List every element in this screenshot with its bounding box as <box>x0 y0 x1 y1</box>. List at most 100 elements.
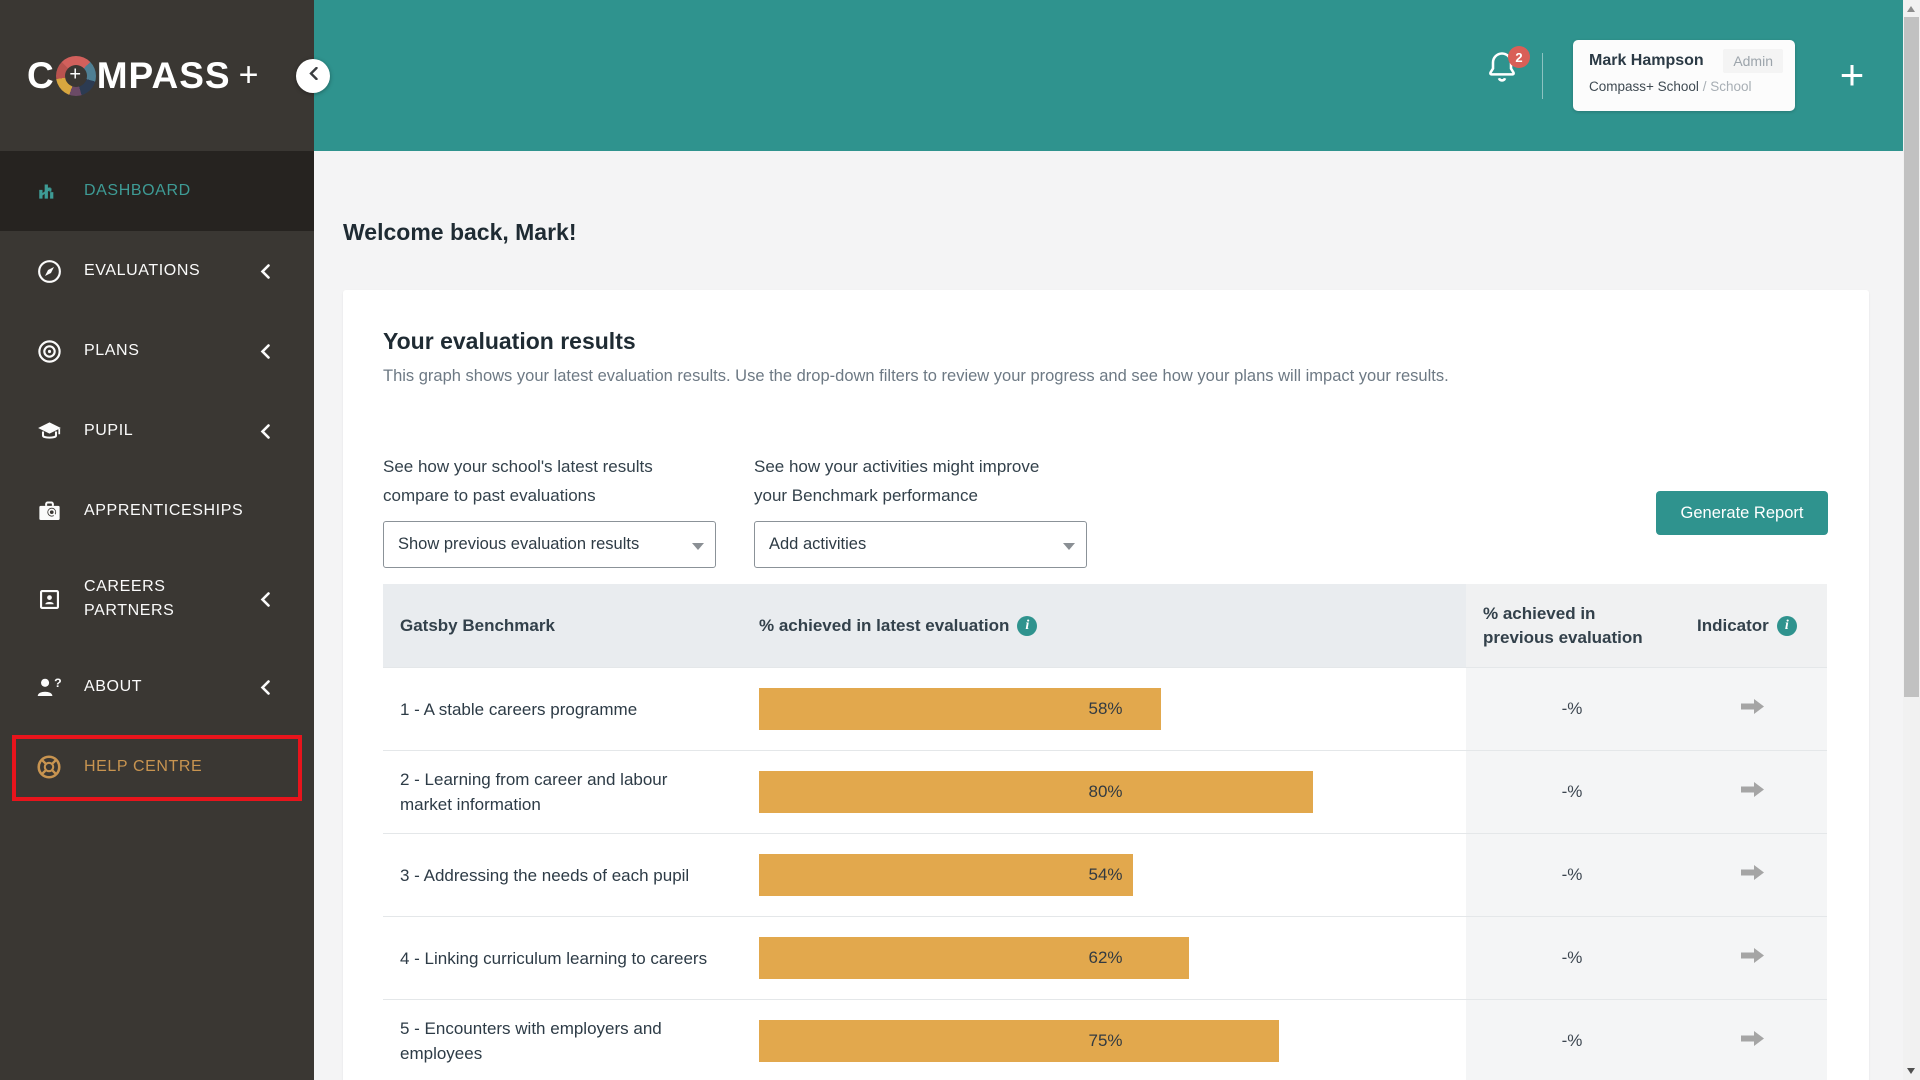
table-header-row: Gatsby Benchmark % achieved in latest ev… <box>383 584 1827 667</box>
add-activities-dropdown[interactable]: Add activities <box>754 521 1087 568</box>
chevron-left-icon <box>260 263 270 279</box>
previous-results-dropdown[interactable]: Show previous evaluation results <box>383 521 716 568</box>
graduation-cap-icon <box>34 418 64 444</box>
scrollbar-thumb[interactable] <box>1904 17 1919 697</box>
sidebar-item-label: PUPIL <box>84 422 134 439</box>
page-title: Welcome back, Mark! <box>343 219 577 245</box>
topbar-divider <box>1542 53 1543 99</box>
benchmark-bar <box>759 771 1314 813</box>
add-button[interactable]: + <box>1822 40 1882 110</box>
lifebuoy-icon <box>34 753 64 781</box>
previous-percentage: -% <box>1466 1000 1678 1080</box>
benchmark-table: Gatsby Benchmark % achieved in latest ev… <box>383 584 1827 1080</box>
sidebar-item-dashboard[interactable]: DASHBOARD <box>0 151 314 231</box>
header-gatsby-benchmark: Gatsby Benchmark <box>383 584 759 667</box>
benchmark-percentage: 80% <box>1088 782 1123 801</box>
card-title: Your evaluation results <box>383 328 636 354</box>
benchmark-name: 5 - Encounters with employers and employ… <box>400 1019 662 1063</box>
compass-icon <box>34 258 64 285</box>
sidebar-collapse-button[interactable] <box>296 59 330 93</box>
person-question-icon: ? <box>34 674 64 701</box>
previous-percentage: -% <box>1466 917 1678 999</box>
header-indicator: Indicator <box>1697 615 1769 635</box>
add-activities-filter: See how your activities might improve yo… <box>754 452 1087 568</box>
benchmark-percentage: 58% <box>1088 699 1123 718</box>
user-card[interactable]: Mark Hampson Admin Compass+ School / Sch… <box>1573 40 1795 111</box>
sidebar-item-help-centre[interactable]: HELP CENTRE <box>0 727 314 807</box>
table-row: 4 - Linking curriculum learning to caree… <box>383 916 1827 999</box>
evaluation-results-card: Your evaluation results This graph shows… <box>343 290 1869 1080</box>
sidebar-item-careers-partners[interactable]: CAREERS PARTNERS <box>0 551 314 647</box>
benchmark-bar-track: 75% <box>759 1020 1452 1062</box>
table-row: 5 - Encounters with employers and employ… <box>383 999 1827 1080</box>
svg-text:?: ? <box>54 675 62 689</box>
user-role-badge: Admin <box>1723 49 1783 73</box>
app-logo: C + MPASS + <box>0 0 314 151</box>
arrow-right-icon <box>1739 1029 1766 1053</box>
user-name: Mark Hampson <box>1589 52 1704 69</box>
benchmark-bar <box>759 1020 1279 1062</box>
logo-text-post: MPASS <box>96 54 231 96</box>
arrow-right-icon <box>1739 946 1766 970</box>
benchmark-percentage: 54% <box>1088 865 1123 884</box>
benchmark-percentage: 62% <box>1088 948 1123 967</box>
sidebar-item-label: HELP CENTRE <box>84 758 203 775</box>
bell-icon <box>1484 52 1520 90</box>
id-card-icon <box>34 586 64 613</box>
previous-percentage: -% <box>1466 834 1678 916</box>
sidebar-item-about[interactable]: ? ABOUT <box>0 647 314 727</box>
previous-percentage: -% <box>1466 751 1678 833</box>
user-org: Compass+ School <box>1589 79 1699 94</box>
benchmark-bar <box>759 937 1189 979</box>
sidebar-item-label: DASHBOARD <box>84 182 191 199</box>
arrow-right-icon <box>1739 780 1766 804</box>
chevron-down-icon <box>1063 543 1075 550</box>
benchmark-bar <box>759 854 1134 896</box>
chart-icon <box>34 178 64 204</box>
info-icon[interactable]: i <box>1776 615 1797 636</box>
benchmark-name: 1 - A stable careers programme <box>400 699 638 719</box>
chevron-down-icon <box>692 543 704 550</box>
table-row: 2 - Learning from career and labour mark… <box>383 750 1827 833</box>
sidebar-item-apprenticeships[interactable]: APPRENTICESHIPS <box>0 471 314 551</box>
page-scrollbar[interactable] <box>1903 0 1920 1080</box>
sidebar-item-label: ABOUT <box>84 678 143 695</box>
info-icon[interactable]: i <box>1017 615 1038 636</box>
sidebar-item-plans[interactable]: PLANS <box>0 311 314 391</box>
notifications-button[interactable]: 2 <box>1484 46 1530 92</box>
sidebar-nav: DASHBOARD EVALUATIONS PLANS PUPIL APPRENTICE… <box>0 151 314 807</box>
logo-text-pre: C <box>27 54 55 96</box>
benchmark-bar-track: 80% <box>759 771 1452 813</box>
sidebar: C + MPASS + DASHBOARD EVALUATIONS PLANS PUPIL A… <box>0 0 314 1080</box>
benchmark-bar <box>759 688 1161 730</box>
card-subtitle: This graph shows your latest evaluation … <box>383 367 1449 385</box>
sidebar-item-label: EVALUATIONS <box>84 262 201 279</box>
sidebar-item-label: APPRENTICESHIPS <box>84 502 244 519</box>
dropdown-value: Add activities <box>769 535 867 553</box>
chevron-left-icon <box>260 343 270 359</box>
benchmark-bar-track: 58% <box>759 688 1452 730</box>
table-row: 3 - Addressing the needs of each pupil 54… <box>383 833 1827 916</box>
scrollbar-down-arrow[interactable] <box>1907 1068 1915 1074</box>
header-previous-evaluation: % achieved in previous evaluation <box>1466 584 1678 667</box>
header-latest-evaluation: % achieved in latest evaluation <box>759 615 1010 635</box>
table-row: 1 - A stable careers programme 58% -% <box>383 667 1827 750</box>
notification-count-badge: 2 <box>1508 46 1530 68</box>
benchmark-name: 4 - Linking curriculum learning to caree… <box>400 948 708 968</box>
scrollbar-up-arrow[interactable] <box>1907 6 1915 12</box>
topbar: 2 Mark Hampson Admin Compass+ School / S… <box>314 0 1903 151</box>
logo-donut-icon: + <box>55 55 96 96</box>
user-org-type: / School <box>1702 79 1752 94</box>
chevron-left-icon <box>260 423 270 439</box>
sidebar-item-label: CAREERS PARTNERS <box>84 578 175 619</box>
sidebar-item-evaluations[interactable]: EVALUATIONS <box>0 231 314 311</box>
table-body: 1 - A stable careers programme 58% -% 2 - L… <box>383 667 1827 1080</box>
target-icon <box>34 338 64 365</box>
chevron-left-icon <box>260 591 270 607</box>
filter-label: See how your activities might improve yo… <box>754 457 1040 505</box>
previous-results-filter: See how your school's latest results com… <box>383 452 716 568</box>
generate-report-button[interactable]: Generate Report <box>1656 491 1828 535</box>
chevron-left-icon <box>260 679 270 695</box>
sidebar-item-pupil[interactable]: PUPIL <box>0 391 314 471</box>
